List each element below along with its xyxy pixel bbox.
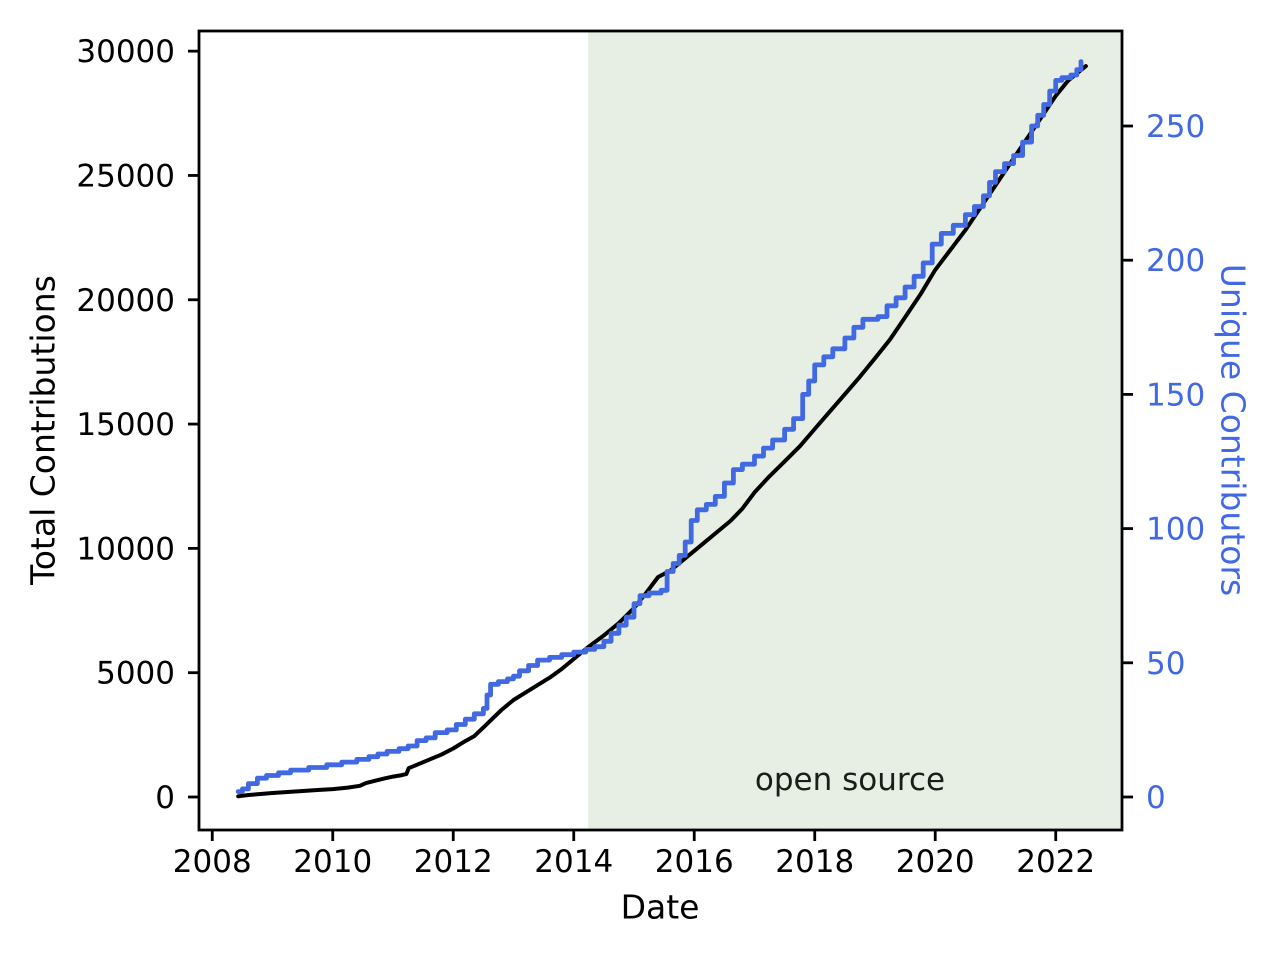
y-right-tick-label: 100 — [1146, 512, 1205, 548]
x-axis-tick-label: 2012 — [414, 844, 493, 880]
y-left-tick-label: 25000 — [76, 158, 175, 194]
y-right-tick-label: 200 — [1146, 243, 1205, 279]
open-source-shaded-region — [588, 31, 1122, 830]
unique-contributors-line — [235, 59, 1084, 794]
x-axis-tick-label: 2022 — [1016, 844, 1095, 880]
x-axis-tick-label: 2014 — [534, 844, 613, 880]
x-axis-tick-label: 2008 — [173, 844, 252, 880]
y-right-tick-label: 0 — [1146, 780, 1166, 816]
y-right-tick-label: 250 — [1146, 109, 1205, 145]
x-axis-tick-label: 2010 — [293, 844, 372, 880]
x-axis-label: Date — [620, 887, 700, 927]
y-left-tick-label: 15000 — [76, 407, 175, 443]
y-axis-label-right: Unique Contributors — [1213, 263, 1253, 597]
y-right-tick-label: 150 — [1146, 377, 1205, 413]
plot-border — [197, 29, 1124, 832]
x-axis-tick-label: 2020 — [896, 844, 975, 880]
y-axis-label-left: Total Contributions — [23, 275, 63, 585]
y-left-tick-label: 5000 — [96, 656, 175, 692]
y-left-tick-label: 0 — [155, 780, 175, 816]
x-axis-tick-label: 2016 — [655, 844, 734, 880]
y-left-tick-label: 10000 — [76, 531, 175, 567]
open-source-annotation: open source — [754, 762, 946, 798]
y-left-tick-label: 20000 — [76, 283, 175, 319]
y-left-tick-label: 30000 — [76, 34, 175, 70]
y-right-tick-label: 50 — [1146, 646, 1185, 682]
x-axis-tick-label: 2018 — [775, 844, 854, 880]
